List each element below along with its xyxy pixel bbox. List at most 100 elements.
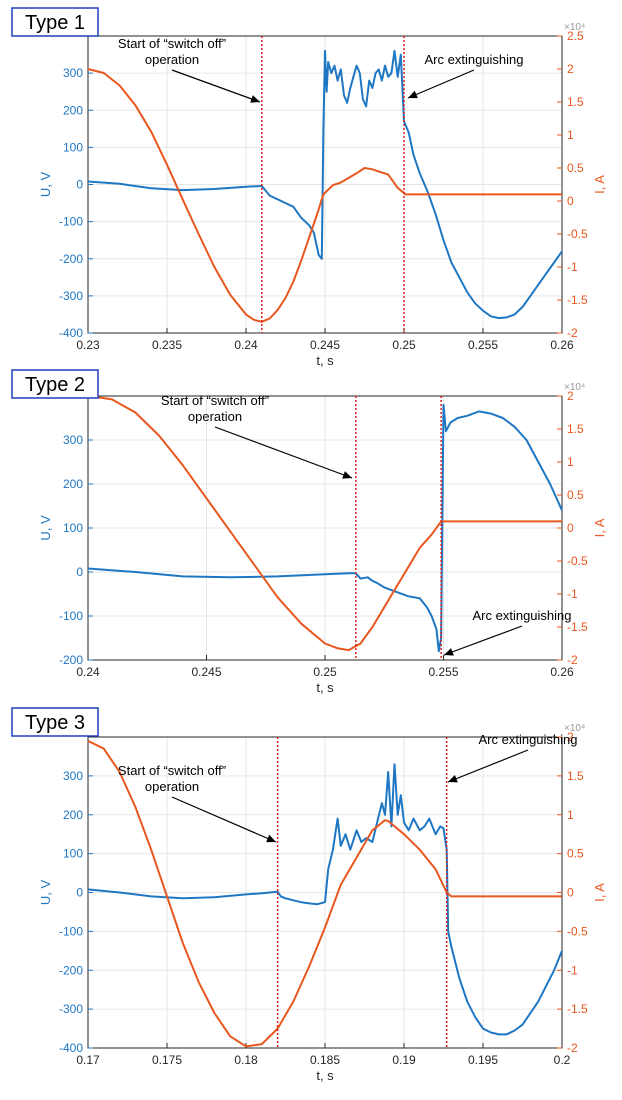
annotation-arrowhead <box>266 834 276 843</box>
current-line <box>87 68 562 323</box>
x-tick-label: 0.24 <box>76 665 100 679</box>
annotation-arrow <box>171 796 277 843</box>
x-tick-label: 0.19 <box>392 1053 416 1067</box>
y-left-tick-label: 300 <box>63 433 83 447</box>
annotation-line: Arc extinguishing <box>479 732 578 747</box>
current-line <box>87 395 562 652</box>
y-left-tick-label: 100 <box>63 521 83 535</box>
y-right-tick-label: -0.5 <box>567 924 588 938</box>
annotation-line: operation <box>145 779 199 794</box>
panel-label-box <box>11 7 99 37</box>
y-right-tick-label: 0 <box>567 521 574 535</box>
annotation-text: Arc extinguishing <box>479 732 578 747</box>
y-left-tick-label: 100 <box>63 847 83 861</box>
annotation-line: Start of “switch off” <box>118 763 226 778</box>
x-axis-label: t, s <box>316 353 334 368</box>
annotation-line: Start of “switch off” <box>118 36 226 51</box>
y-right-tick-label: -1.5 <box>567 293 588 307</box>
x-tick-label: 0.17 <box>76 1053 100 1067</box>
y-right-tick-label: -2 <box>567 326 578 340</box>
y-right-tick-label: 0 <box>567 194 574 208</box>
x-tick-label: 0.18 <box>234 1053 258 1067</box>
x-tick-label: 0.245 <box>310 338 340 352</box>
current-line <box>87 740 562 1048</box>
annotation-arrowhead <box>448 774 458 783</box>
y-left-tick-label: 300 <box>63 66 83 80</box>
y-right-tick-label: -0.5 <box>567 554 588 568</box>
y-right-tick-label: -1 <box>567 587 578 601</box>
panel-label-box <box>11 707 99 737</box>
x-tick-label: 0.26 <box>550 338 574 352</box>
x-tick-label: 0.23 <box>76 338 100 352</box>
panel-label: Type 1 <box>25 12 85 34</box>
y-left-tick-label: -100 <box>59 924 83 938</box>
y-left-tick-label: 0 <box>76 178 83 192</box>
panel-label: Type 2 <box>25 374 85 396</box>
y-left-tick-label: -300 <box>59 1002 83 1016</box>
annotation-text: Start of “switch off” operation <box>161 393 269 424</box>
y-left-tick-label: 300 <box>63 769 83 783</box>
y-right-tick-label: -1 <box>567 963 578 977</box>
y-right-tick-label: -1 <box>567 260 578 274</box>
x-tick-label: 0.245 <box>191 665 221 679</box>
voltage-line <box>87 763 563 1036</box>
x-tick-label: 0.185 <box>310 1053 340 1067</box>
y-left-tick-label: -200 <box>59 252 83 266</box>
y-right-tick-label: 0.5 <box>567 847 584 861</box>
y-right-tick-label: 1.5 <box>567 95 584 109</box>
annotation-line: operation <box>145 52 199 67</box>
x-tick-label: 0.255 <box>428 665 458 679</box>
x-tick-label: 0.255 <box>468 338 498 352</box>
y-right-tick-label: 2 <box>567 389 574 403</box>
y-left-tick-label: -100 <box>59 215 83 229</box>
y-right-tick-label: 1.5 <box>567 422 584 436</box>
annotation-arrow <box>447 749 529 783</box>
annotation-line: Arc extinguishing <box>425 52 524 67</box>
chart-panel-3: 0.17 0.175 0.18 0.185 0.19 0.195 0.2 t, s -400 -3… <box>11 707 607 1083</box>
annotation-arrow <box>214 426 353 479</box>
y-left-tick-label: -100 <box>59 609 83 623</box>
y-right-exponent: ×10⁴ <box>564 22 585 33</box>
x-tick-label: 0.235 <box>152 338 182 352</box>
y-right-tick-label: 2 <box>567 730 574 744</box>
y-right-tick-label: -0.5 <box>567 227 588 241</box>
y-right-tick-label: 2.5 <box>567 29 584 43</box>
annotation-arrow <box>443 625 523 656</box>
y-left-tick-label: 100 <box>63 140 83 154</box>
y-right-axis-label: I, A <box>592 518 607 537</box>
annotation-line: operation <box>188 409 242 424</box>
y-left-tick-label: 200 <box>63 477 83 491</box>
y-right-tick-label: 1.5 <box>567 769 584 783</box>
y-right-tick-label: 0.5 <box>567 488 584 502</box>
y-right-exponent: ×10⁴ <box>564 382 585 393</box>
annotation-arrowhead <box>444 648 454 656</box>
x-tick-label: 0.195 <box>468 1053 498 1067</box>
annotation-arrowhead <box>408 90 418 99</box>
y-left-tick-label: 200 <box>63 808 83 822</box>
panel-label-box <box>11 369 99 399</box>
x-tick-label: 0.25 <box>392 338 416 352</box>
annotation-line: Arc extinguishing <box>473 608 572 623</box>
x-tick-label: 0.25 <box>313 665 337 679</box>
annotation-text: Start of “switch off” operation <box>118 763 226 794</box>
y-left-axis-label: U, V <box>38 880 53 906</box>
voltage-line <box>87 49 563 320</box>
y-right-axis-label: I, A <box>592 883 607 902</box>
y-right-tick-label: 2 <box>567 62 574 76</box>
y-right-axis-label: I, A <box>592 175 607 194</box>
x-axis-label: t, s <box>316 1068 334 1083</box>
annotation-text: Arc extinguishing <box>425 52 524 67</box>
annotation-arrow <box>171 69 261 103</box>
annotation-text: Start of “switch off” operation <box>118 36 226 67</box>
annotation-arrowhead <box>250 95 260 103</box>
y-right-tick-label: -1.5 <box>567 620 588 634</box>
x-axis-label: t, s <box>316 680 334 695</box>
y-left-axis-label: U, V <box>38 172 53 198</box>
y-left-tick-label: -300 <box>59 289 83 303</box>
x-tick-label: 0.175 <box>152 1053 182 1067</box>
y-left-tick-label: 0 <box>76 886 83 900</box>
x-tick-label: 0.24 <box>234 338 258 352</box>
annotation-line: Start of “switch off” <box>161 393 269 408</box>
y-left-tick-label: -200 <box>59 653 83 667</box>
